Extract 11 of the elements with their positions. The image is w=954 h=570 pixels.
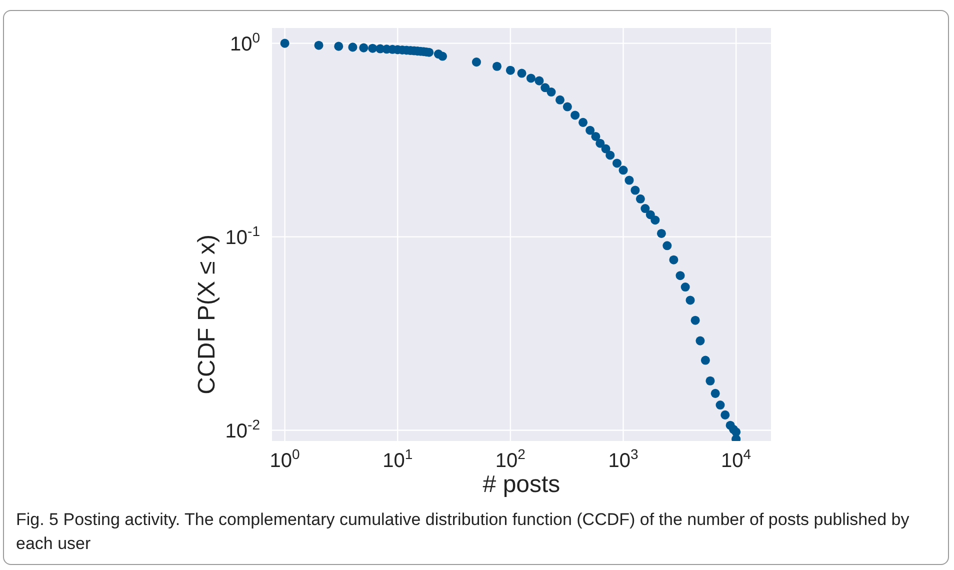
- y-axis-title: CCDF P(X ≤ x): [194, 234, 221, 394]
- x-axis-title: # posts: [482, 471, 560, 498]
- y-tick-label: 10$^{0}$: [230, 29, 260, 56]
- caption: Fig. 5 Posting activity. The complementary cumulative distribution function (CCDF) of the number of posts published by each user: [16, 509, 910, 555]
- x-tick-label: 10$^{1}$: [382, 446, 413, 472]
- x-tick-label: 10$^{4}$: [721, 446, 752, 472]
- x-tick-label: 10$^{2}$: [495, 446, 526, 472]
- x-tick-label: 10$^{3}$: [608, 446, 638, 472]
- y-tick-label: 10$^{-1}$: [225, 222, 260, 249]
- y-tick-label: 10$^{-2}$: [225, 416, 260, 442]
- x-tick-label: 10$^{0}$: [270, 446, 300, 472]
